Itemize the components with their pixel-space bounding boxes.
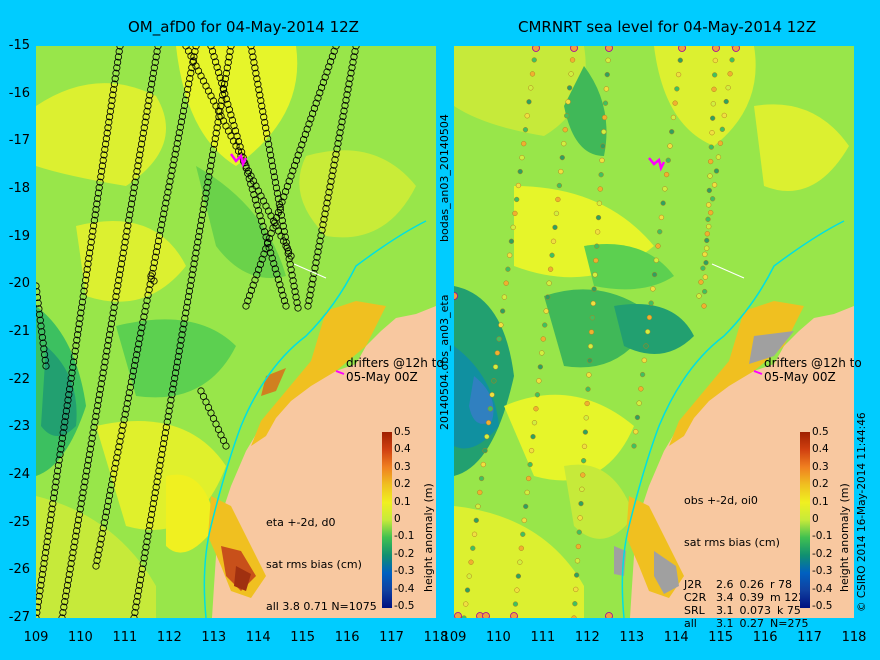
stats-row: J2R 2.6 0.26 r 78 bbox=[684, 578, 793, 591]
colorbar-tick: 0.1 bbox=[394, 495, 411, 508]
right-x-tick: 114 bbox=[663, 630, 689, 645]
right-map bbox=[454, 46, 854, 618]
colorbar-tick: 0 bbox=[394, 513, 401, 525]
right-drifter-mark bbox=[648, 157, 666, 172]
stats-row: SRL 3.1 0.073 k 75 bbox=[684, 604, 801, 617]
colorbar-tick: 0.5 bbox=[394, 426, 411, 438]
colorbar-tick: 0.4 bbox=[394, 443, 411, 456]
right-x-tick: 118 bbox=[841, 630, 867, 645]
right-x-tick: 111 bbox=[530, 630, 556, 645]
colorbar-tick: 0.5 bbox=[812, 426, 829, 438]
right-x-tick: 112 bbox=[574, 630, 600, 645]
left-y-tick: -26 bbox=[8, 562, 30, 578]
left-panel-title: OM_afD0 for 04-May-2014 12Z bbox=[128, 18, 359, 36]
colorbar-tick: 0 bbox=[812, 513, 819, 525]
left-x-tick: 112 bbox=[156, 630, 182, 645]
left-y-tick: -22 bbox=[8, 371, 30, 387]
right-drifter-legend-mark bbox=[753, 370, 763, 375]
left-y-tick: -15 bbox=[8, 38, 30, 53]
left-y-tick: -25 bbox=[8, 514, 30, 530]
right-panel-title: CMRNRT sea level for 04-May-2014 12Z bbox=[518, 18, 817, 36]
colorbar-tick: -0.1 bbox=[394, 530, 415, 543]
left-y-tick: -24 bbox=[8, 467, 30, 482]
right-x-tick: 117 bbox=[797, 630, 822, 645]
colorbar-tick: -0.1 bbox=[812, 530, 833, 543]
left-x-tick: 111 bbox=[112, 630, 138, 645]
left-y-tick: -18 bbox=[8, 181, 30, 196]
left-x-tick: 114 bbox=[245, 630, 271, 645]
colorbar-tick: 0.3 bbox=[812, 460, 829, 473]
colorbar-tick: 0.3 bbox=[394, 460, 411, 473]
left-drifter-legend-mark bbox=[335, 370, 345, 375]
colorbar-tick: -0.3 bbox=[812, 565, 833, 578]
left-x-tick: 115 bbox=[290, 630, 316, 645]
left-x-tick: 110 bbox=[68, 630, 93, 645]
copyright-label: © CSIRO 2014 16-May-2014 11:44:46 bbox=[856, 412, 868, 612]
colorbar-tick: -0.2 bbox=[394, 547, 415, 560]
left-drifter-label: drifters @12h to 05-May 00Z bbox=[346, 356, 444, 384]
left-drifter-mark bbox=[229, 153, 248, 168]
colorbar-tick: -0.2 bbox=[812, 547, 833, 560]
right-x-tick: 113 bbox=[619, 630, 645, 645]
left-y-tick: -23 bbox=[8, 419, 30, 435]
right-x-tick: 109 bbox=[441, 630, 467, 645]
stats-row: all 3.1 0.27 N=275 bbox=[684, 617, 809, 630]
side-label-bottom: 20140504.obs_an03_eta bbox=[438, 294, 451, 430]
right-colorbar bbox=[800, 432, 810, 608]
left-y-tick: -16 bbox=[8, 85, 30, 101]
right-x-tick: 110 bbox=[486, 630, 511, 645]
left-x-tick: 117 bbox=[379, 630, 404, 645]
left-y-tick: -20 bbox=[8, 276, 30, 292]
right-drifter-label: drifters @12h to 05-May 00Z bbox=[764, 356, 862, 384]
left-y-tick: -27 bbox=[8, 610, 30, 625]
right-x-tick: 115 bbox=[708, 630, 734, 645]
right-x-tick: 116 bbox=[752, 630, 778, 645]
right-stats: obs +-2d, oi0 sat rms bias (cm) J2R 2.6 0.… bbox=[684, 466, 814, 644]
colorbar-tick: 0.1 bbox=[812, 495, 829, 508]
colorbar-tick: -0.5 bbox=[812, 600, 833, 612]
left-colorbar-label: height anomaly (m) bbox=[422, 483, 435, 592]
left-y-tick: -17 bbox=[8, 133, 30, 149]
left-stats: eta +-2d, d0 sat rms bias (cm) all 3.8 0… bbox=[266, 516, 377, 613]
left-colorbar bbox=[382, 432, 392, 608]
left-x-tick: 118 bbox=[423, 630, 449, 645]
stats-row: C2R 3.4 0.39 m 122 bbox=[684, 591, 806, 604]
left-y-tick: -21 bbox=[8, 324, 30, 339]
colorbar-tick: -0.3 bbox=[394, 565, 415, 578]
side-label-top: bodas_an03_20140504 bbox=[438, 114, 451, 242]
colorbar-tick: 0.4 bbox=[812, 443, 829, 456]
colorbar-tick: -0.4 bbox=[394, 582, 415, 595]
colorbar-tick: 0.2 bbox=[812, 478, 829, 491]
colorbar-tick: -0.4 bbox=[812, 582, 833, 595]
left-x-tick: 109 bbox=[23, 630, 49, 645]
left-x-tick: 116 bbox=[334, 630, 360, 645]
colorbar-tick: -0.5 bbox=[394, 600, 415, 612]
right-colorbar-label: height anomaly (m) bbox=[838, 483, 851, 592]
left-y-tick: -19 bbox=[8, 228, 30, 244]
colorbar-tick: 0.2 bbox=[394, 478, 411, 491]
left-map bbox=[36, 46, 436, 618]
left-x-tick: 113 bbox=[201, 630, 227, 645]
